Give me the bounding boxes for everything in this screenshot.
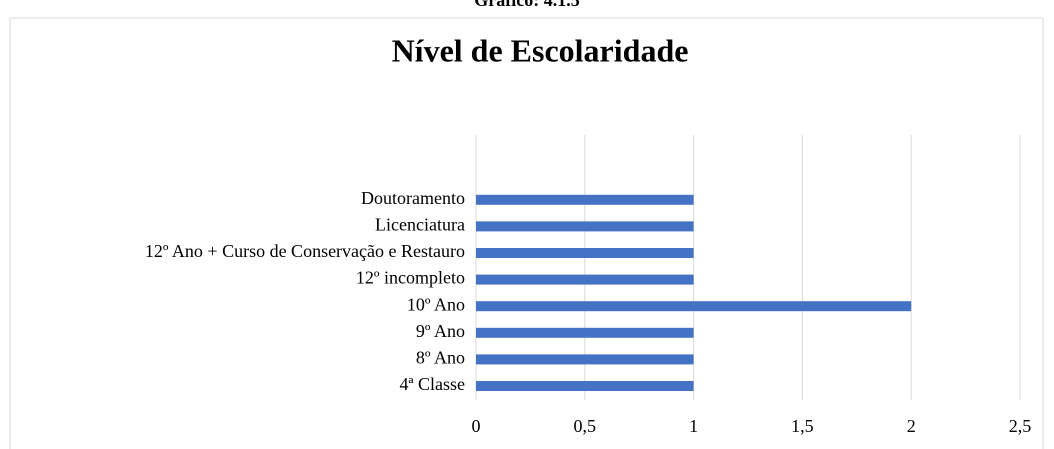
y-tick-label: 12º incompleto [356, 268, 465, 288]
chart-title: Nível de Escolaridade [392, 32, 689, 68]
y-tick-label: 10º Ano [407, 294, 465, 314]
bar [476, 327, 694, 338]
y-tick-label: 12º Ano + Curso de Conservação e Restaur… [145, 241, 465, 261]
y-tick-label: Doutoramento [361, 188, 465, 208]
x-tick-label: 0 [472, 416, 481, 436]
bar [476, 194, 694, 205]
bar [476, 248, 694, 258]
x-tick-label: 0,5 [574, 416, 597, 436]
y-tick-label: Licenciatura [375, 215, 465, 235]
y-tick-label: 8º Ano [416, 348, 465, 368]
bar [476, 354, 694, 365]
x-tick-label: 1 [689, 416, 698, 436]
bar [476, 381, 694, 391]
x-tick-label: 2,5 [1009, 416, 1032, 436]
x-tick-label: 1,5 [791, 416, 814, 436]
x-tick-label: 2 [907, 416, 916, 436]
y-tick-label: 4ª Classe [400, 374, 465, 394]
y-tick-label: 9º Ano [416, 321, 465, 341]
bar [476, 301, 912, 312]
caption: Gráfico: 4.1.5 [474, 0, 579, 10]
bar [476, 221, 694, 232]
bar [476, 274, 694, 285]
